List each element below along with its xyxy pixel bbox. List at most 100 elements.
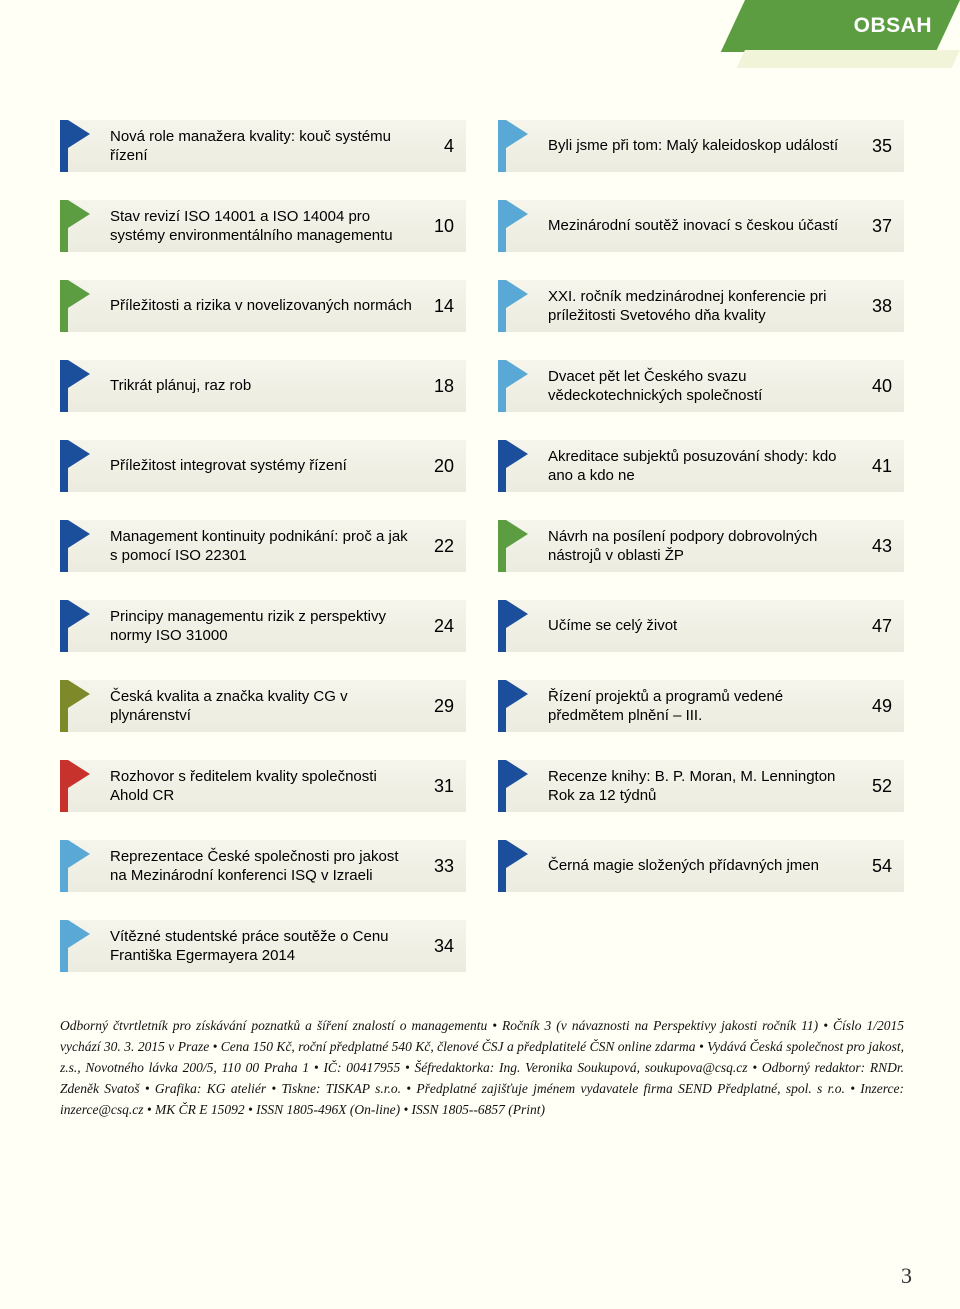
toc-item: Návrh na posílení podpory dobrovolných n… <box>498 520 904 572</box>
toc-item-title: Management kontinuity podnikání: proč a … <box>110 527 414 566</box>
accent-triangle-icon <box>68 200 90 228</box>
accent-triangle-icon <box>506 360 528 388</box>
accent-bar <box>498 200 506 252</box>
toc-cell-right: Mezinárodní soutěž inovací s českou účas… <box>498 200 904 252</box>
toc-item: Recenze knihy: B. P. Moran, M. Lenningto… <box>498 760 904 812</box>
accent-triangle-icon <box>506 840 528 868</box>
toc-item-page: 47 <box>852 616 892 637</box>
toc-row: Nová role manažera kvality: kouč systému… <box>60 120 904 172</box>
accent-bar <box>498 760 506 812</box>
accent-triangle-icon <box>68 520 90 548</box>
accent-triangle-icon <box>506 520 528 548</box>
toc-item: Reprezentace České společnosti pro jakos… <box>60 840 466 892</box>
toc-item: Nová role manažera kvality: kouč systému… <box>60 120 466 172</box>
toc-cell-left: Principy managementu rizik z perspektivy… <box>60 600 466 652</box>
accent-bar <box>498 280 506 332</box>
toc-item-title: Rozhovor s ředitelem kvality společnosti… <box>110 767 414 806</box>
toc-item-title: XXI. ročník medzinárodnej konferencie pr… <box>548 287 852 326</box>
toc-item-title: Nová role manažera kvality: kouč systému… <box>110 127 414 166</box>
accent-triangle-icon <box>68 440 90 468</box>
toc-item: Příležitosti a rizika v novelizovaných n… <box>60 280 466 332</box>
imprint-text: Odborný čtvrtletník pro získávání poznat… <box>0 1000 960 1121</box>
toc-item-page: 14 <box>414 296 454 317</box>
accent-bar <box>60 520 68 572</box>
toc-item-title: Stav revizí ISO 14001 a ISO 14004 pro sy… <box>110 207 414 246</box>
accent-bar <box>498 600 506 652</box>
toc-cell-left: Příležitost integrovat systémy řízení20 <box>60 440 466 492</box>
accent-triangle-icon <box>506 680 528 708</box>
toc-item: Byli jsme při tom: Malý kaleidoskop udál… <box>498 120 904 172</box>
toc-item-page: 24 <box>414 616 454 637</box>
toc-item: XXI. ročník medzinárodnej konferencie pr… <box>498 280 904 332</box>
toc-item-page: 31 <box>414 776 454 797</box>
toc-item-page: 4 <box>414 136 454 157</box>
accent-bar <box>60 680 68 732</box>
toc-row: Příležitost integrovat systémy řízení20 A… <box>60 440 904 492</box>
accent-triangle-icon <box>68 280 90 308</box>
accent-triangle-icon <box>68 600 90 628</box>
toc-item-title: Mezinárodní soutěž inovací s českou účas… <box>548 216 852 236</box>
accent-triangle-icon <box>506 200 528 228</box>
toc-item: Učíme se celý život47 <box>498 600 904 652</box>
toc-row: Management kontinuity podnikání: proč a … <box>60 520 904 572</box>
toc-row: Reprezentace České společnosti pro jakos… <box>60 840 904 892</box>
toc-cell-left: Management kontinuity podnikání: proč a … <box>60 520 466 572</box>
accent-bar <box>498 120 506 172</box>
toc-item-title: Černá magie složených přídavných jmen <box>548 856 852 876</box>
toc-item-title: Recenze knihy: B. P. Moran, M. Lenningto… <box>548 767 852 806</box>
toc-cell-right: Černá magie složených přídavných jmen54 <box>498 840 904 892</box>
toc-item: Stav revizí ISO 14001 a ISO 14004 pro sy… <box>60 200 466 252</box>
toc-cell-left: Rozhovor s ředitelem kvality společnosti… <box>60 760 466 812</box>
toc-cell-right: Byli jsme při tom: Malý kaleidoskop udál… <box>498 120 904 172</box>
toc-item-title: Návrh na posílení podpory dobrovolných n… <box>548 527 852 566</box>
toc-item-page: 34 <box>414 936 454 957</box>
accent-bar <box>60 760 68 812</box>
toc-row: Příležitosti a rizika v novelizovaných n… <box>60 280 904 332</box>
toc-cell-right <box>498 920 904 972</box>
toc-item: Příležitost integrovat systémy řízení20 <box>60 440 466 492</box>
accent-triangle-icon <box>68 120 90 148</box>
header-stripe-light <box>737 50 960 68</box>
accent-triangle-icon <box>68 760 90 788</box>
toc-row: Česká kvalita a značka kvality CG v plyn… <box>60 680 904 732</box>
toc-item-title: Byli jsme při tom: Malý kaleidoskop udál… <box>548 136 852 156</box>
accent-triangle-icon <box>506 120 528 148</box>
toc-item-page: 29 <box>414 696 454 717</box>
accent-triangle-icon <box>506 440 528 468</box>
toc-item: Trikrát plánuj, raz rob18 <box>60 360 466 412</box>
toc-item: Černá magie složených přídavných jmen54 <box>498 840 904 892</box>
toc-item: Česká kvalita a značka kvality CG v plyn… <box>60 680 466 732</box>
toc-cell-right: Dvacet pět let Českého svazu vědeckotech… <box>498 360 904 412</box>
toc-row: Rozhovor s ředitelem kvality společnosti… <box>60 760 904 812</box>
toc-row: Vítězné studentské práce soutěže o Cenu … <box>60 920 904 972</box>
accent-bar <box>498 360 506 412</box>
accent-bar <box>60 840 68 892</box>
toc-cell-right: Učíme se celý život47 <box>498 600 904 652</box>
toc-item: Mezinárodní soutěž inovací s českou účas… <box>498 200 904 252</box>
toc-item-page: 22 <box>414 536 454 557</box>
accent-bar <box>60 920 68 972</box>
accent-bar <box>60 120 68 172</box>
accent-triangle-icon <box>68 920 90 948</box>
page-number-footer: 3 <box>901 1263 912 1289</box>
accent-triangle-icon <box>68 840 90 868</box>
toc-cell-left: Stav revizí ISO 14001 a ISO 14004 pro sy… <box>60 200 466 252</box>
toc-item-title: Principy managementu rizik z perspektivy… <box>110 607 414 646</box>
toc-item-title: Vítězné studentské práce soutěže o Cenu … <box>110 927 414 966</box>
toc-item: Rozhovor s ředitelem kvality společnosti… <box>60 760 466 812</box>
toc-cell-right: Řízení projektů a programů vedené předmě… <box>498 680 904 732</box>
toc-item-page: 33 <box>414 856 454 877</box>
toc-cell-left: Reprezentace České společnosti pro jakos… <box>60 840 466 892</box>
toc-item-page: 43 <box>852 536 892 557</box>
toc-item-title: Česká kvalita a značka kvality CG v plyn… <box>110 687 414 726</box>
toc-cell-right: Akreditace subjektů posuzování shody: kd… <box>498 440 904 492</box>
toc-item-title: Trikrát plánuj, raz rob <box>110 376 414 396</box>
page: OBSAH Nová role manažera kvality: kouč s… <box>0 0 960 1309</box>
toc-item-page: 20 <box>414 456 454 477</box>
toc-item-title: Řízení projektů a programů vedené předmě… <box>548 687 852 726</box>
toc-item: Principy managementu rizik z perspektivy… <box>60 600 466 652</box>
toc-row: Trikrát plánuj, raz rob18 Dvacet pět let … <box>60 360 904 412</box>
accent-triangle-icon <box>506 600 528 628</box>
accent-bar <box>60 440 68 492</box>
toc-item-page: 40 <box>852 376 892 397</box>
